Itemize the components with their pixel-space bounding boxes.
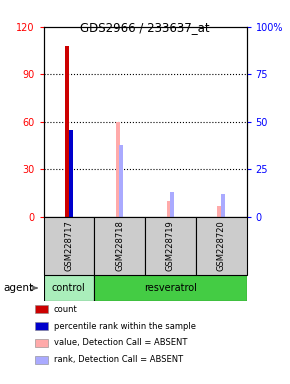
Text: control: control [52,283,86,293]
Text: rank, Detection Call = ABSENT: rank, Detection Call = ABSENT [54,355,183,364]
Text: agent: agent [3,283,33,293]
Bar [94,217,145,275]
Text: GSM228720: GSM228720 [217,220,226,271]
Text: resveratrol: resveratrol [144,283,197,293]
Text: GDS2966 / 233637_at: GDS2966 / 233637_at [80,21,210,34]
Bar [44,275,94,301]
Bar [145,217,196,275]
Bar [196,217,246,275]
Bar [116,122,120,217]
Text: percentile rank within the sample: percentile rank within the sample [54,321,196,331]
Text: GSM228719: GSM228719 [166,220,175,271]
Bar [221,194,225,217]
Bar [65,46,69,217]
Bar [217,206,221,217]
Text: GSM228717: GSM228717 [64,220,73,271]
Bar [170,192,174,217]
Bar [166,201,171,217]
Text: GSM228718: GSM228718 [115,220,124,271]
Bar [44,217,94,275]
Text: count: count [54,305,77,314]
Bar [119,145,124,217]
Text: value, Detection Call = ABSENT: value, Detection Call = ABSENT [54,338,187,348]
Bar [69,129,73,217]
Bar [94,275,246,301]
